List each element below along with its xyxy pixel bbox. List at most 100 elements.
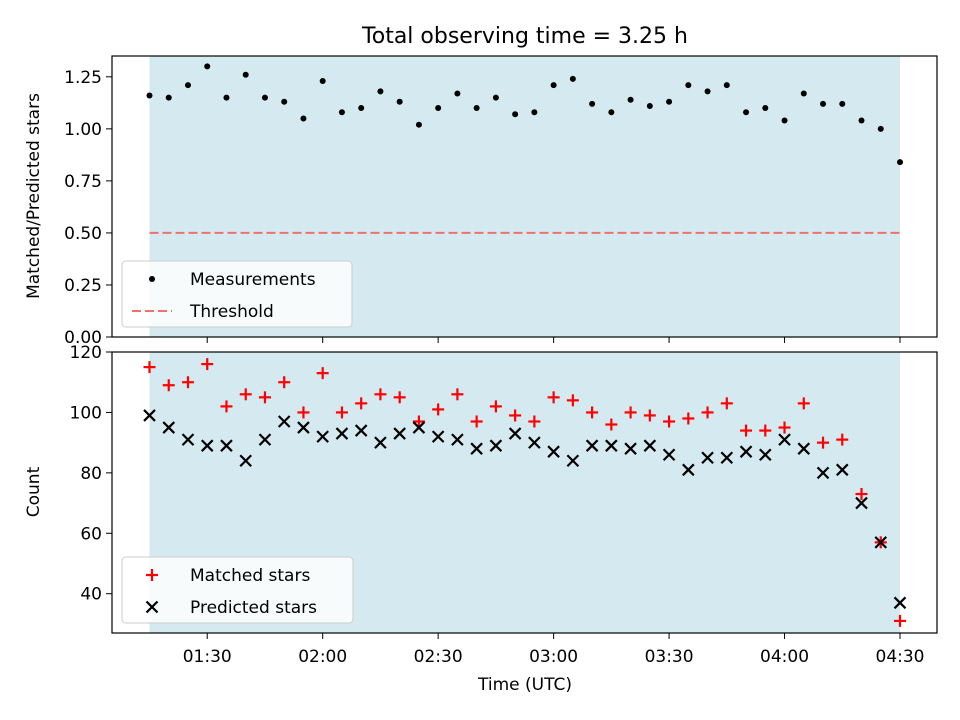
predicted-star-point (720, 451, 734, 465)
top-axes-frame (111, 55, 938, 338)
top-y-tick-label: 0.25 (64, 276, 102, 296)
x-stroke (662, 448, 676, 462)
predicted-star-point (277, 415, 291, 428)
measurement-point (261, 94, 268, 101)
matched-star-point (624, 406, 637, 419)
measurement-point (685, 82, 692, 89)
bottom-y-tick-label: 120 (70, 343, 102, 363)
matched-star-point (701, 406, 714, 419)
measurement-point (704, 88, 711, 95)
x-tick-label: 02:30 (414, 647, 463, 667)
matched-star-point (181, 376, 194, 389)
x-stroke (374, 436, 387, 449)
measurement-point (435, 105, 442, 112)
x-stroke (393, 427, 406, 440)
matched-star-point (740, 424, 753, 437)
x-tick-label: 04:30 (876, 647, 925, 667)
predicted-star-point (162, 421, 176, 434)
measurement-point (839, 100, 846, 107)
predicted-star-point (297, 421, 310, 434)
measurement-point (531, 109, 538, 116)
plot-layer: 0.00 0.25 0.50 0.75 1.00 1.25 Measurements Thre… (64, 55, 938, 667)
top-ylabel: Matched/Predicted stars (24, 93, 44, 299)
matched-star-point (836, 433, 849, 446)
predicted-star-point (835, 463, 849, 477)
measurement-point (723, 82, 730, 89)
measurement-point (281, 98, 288, 105)
predicted-star-point (316, 430, 329, 443)
measurement-point (781, 117, 788, 124)
measurement-point (877, 125, 884, 132)
predicted-star-point (605, 439, 618, 452)
legend-label: Measurements (190, 270, 316, 290)
top-y-tick-label: 0.75 (64, 172, 102, 192)
matched-star-point (778, 421, 791, 434)
predicted-star-point (470, 442, 483, 455)
measurement-point (858, 117, 865, 124)
measurement-point (300, 115, 307, 122)
predicted-star-point (662, 448, 676, 462)
x-stroke (181, 433, 195, 446)
predicted-star-point (508, 427, 522, 440)
x-stroke (354, 424, 368, 437)
x-stroke (508, 427, 522, 440)
matched-star-point (509, 409, 522, 422)
x-stroke (316, 430, 329, 443)
x-stroke (566, 454, 580, 468)
measurement-point (492, 94, 499, 101)
predicted-star-point (258, 433, 272, 446)
legend-matched-swatch (146, 569, 158, 581)
measurement-point (820, 100, 827, 107)
legend-label: Threshold (189, 302, 274, 322)
predicted-star-point (874, 536, 888, 549)
measurement-point (358, 105, 365, 112)
x-stroke (682, 463, 695, 477)
x-stroke (893, 596, 907, 610)
bottom-ylabel: Count (24, 466, 44, 517)
measurement-point (569, 75, 576, 82)
x-stroke (412, 421, 426, 434)
measurement-point (396, 98, 403, 105)
matched-star-point (528, 415, 541, 428)
measurement-point (165, 94, 172, 101)
x-stroke (143, 409, 156, 422)
matched-star-point (432, 403, 445, 416)
predicted-star-point (528, 436, 541, 449)
measurement-point (242, 71, 249, 78)
x-tick-label: 03:30 (645, 647, 694, 667)
x-stroke (470, 442, 483, 455)
measurement-point (743, 109, 750, 116)
matched-star-point (470, 415, 483, 428)
x-stroke (835, 463, 849, 477)
measurement-point (454, 90, 461, 97)
measurement-point (377, 88, 384, 95)
measurement-point (319, 77, 326, 84)
x-stroke (797, 442, 811, 455)
matched-star-point (316, 367, 329, 380)
x-tick-label: 03:00 (529, 647, 578, 667)
predicted-star-point (393, 427, 406, 440)
bottom-legend (121, 556, 354, 624)
matched-star-point (720, 397, 733, 410)
matched-star-point (374, 388, 387, 401)
bottom-y-tick-label: 40 (80, 585, 102, 605)
predicted-star-point (701, 451, 714, 465)
x-tick-label: 01:30 (183, 647, 232, 667)
x-stroke (258, 433, 272, 446)
bottom-y-tick-label: 100 (70, 403, 102, 423)
predicted-star-point (585, 439, 599, 452)
matched-star-point (451, 388, 464, 401)
predicted-star-point (893, 596, 907, 610)
predicted-star-point (143, 409, 156, 422)
x-stroke (200, 439, 214, 452)
top-y-tick-label: 0.00 (64, 328, 102, 348)
matched-star-point (682, 412, 695, 425)
x-stroke (643, 439, 657, 452)
matched-star-point (855, 488, 868, 501)
predicted-star-point (547, 445, 560, 458)
predicted-star-point (643, 439, 657, 452)
measurement-point (204, 63, 211, 70)
bottom-y-tick-label: 60 (80, 524, 102, 544)
predicted-star-point (335, 427, 349, 440)
